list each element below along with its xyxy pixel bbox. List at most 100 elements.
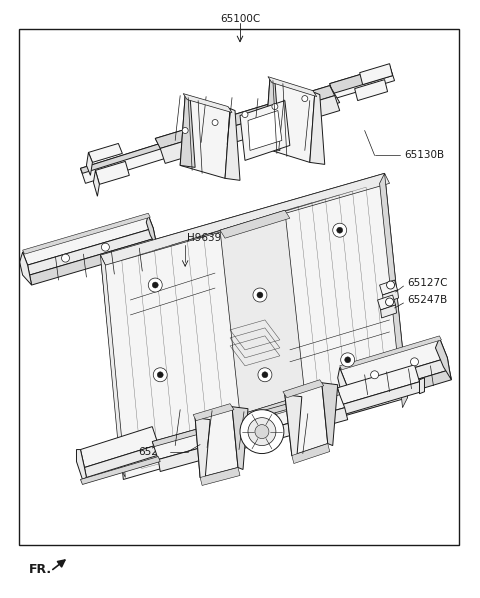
Polygon shape — [378, 295, 396, 310]
Polygon shape — [180, 96, 195, 167]
Text: 65200: 65200 — [138, 447, 171, 456]
Text: FR.: FR. — [29, 563, 52, 576]
Polygon shape — [84, 444, 160, 477]
Polygon shape — [283, 380, 324, 398]
Circle shape — [157, 372, 163, 378]
Circle shape — [153, 368, 167, 382]
Polygon shape — [225, 109, 240, 181]
Circle shape — [257, 292, 263, 298]
Polygon shape — [23, 213, 150, 254]
Circle shape — [242, 112, 248, 118]
Polygon shape — [96, 161, 129, 184]
Polygon shape — [330, 66, 393, 94]
Circle shape — [255, 425, 269, 438]
Polygon shape — [342, 382, 421, 414]
Polygon shape — [86, 152, 93, 175]
Polygon shape — [220, 210, 290, 238]
Circle shape — [258, 368, 272, 382]
Circle shape — [152, 282, 158, 288]
Text: 65127C: 65127C — [408, 278, 448, 288]
Polygon shape — [348, 358, 449, 399]
Polygon shape — [420, 378, 424, 393]
Polygon shape — [158, 408, 348, 471]
Polygon shape — [435, 338, 451, 380]
Polygon shape — [240, 395, 308, 425]
Circle shape — [333, 223, 347, 237]
Polygon shape — [100, 173, 390, 265]
Polygon shape — [380, 280, 397, 295]
Circle shape — [341, 353, 355, 367]
Polygon shape — [155, 86, 335, 148]
Polygon shape — [322, 383, 338, 446]
Polygon shape — [152, 390, 345, 459]
Polygon shape — [81, 144, 165, 184]
Circle shape — [262, 372, 268, 378]
Circle shape — [345, 357, 351, 363]
Polygon shape — [193, 404, 234, 420]
Polygon shape — [195, 417, 210, 480]
Polygon shape — [195, 407, 238, 477]
Polygon shape — [94, 170, 99, 196]
Polygon shape — [100, 255, 125, 477]
Polygon shape — [88, 144, 122, 163]
Circle shape — [410, 358, 419, 366]
Polygon shape — [360, 63, 393, 85]
Polygon shape — [220, 210, 305, 414]
Polygon shape — [81, 426, 158, 468]
Polygon shape — [20, 252, 32, 285]
Polygon shape — [81, 144, 162, 173]
Circle shape — [148, 278, 162, 292]
Polygon shape — [30, 238, 157, 285]
Polygon shape — [152, 390, 340, 447]
Polygon shape — [232, 407, 248, 469]
Circle shape — [182, 127, 188, 133]
Polygon shape — [380, 173, 408, 408]
Polygon shape — [265, 79, 280, 151]
Polygon shape — [160, 96, 340, 163]
Bar — [19, 29, 459, 545]
Circle shape — [101, 243, 109, 251]
Polygon shape — [330, 66, 395, 99]
Circle shape — [272, 103, 278, 109]
Polygon shape — [285, 383, 328, 456]
Polygon shape — [381, 305, 396, 318]
Polygon shape — [81, 456, 160, 484]
Polygon shape — [76, 450, 86, 480]
Text: 65100C: 65100C — [220, 14, 260, 24]
Polygon shape — [183, 94, 232, 112]
Circle shape — [212, 120, 218, 126]
Polygon shape — [340, 336, 442, 370]
Polygon shape — [248, 111, 282, 151]
Text: 65247B: 65247B — [408, 295, 448, 305]
Polygon shape — [146, 215, 157, 248]
Polygon shape — [350, 370, 451, 410]
Polygon shape — [338, 368, 352, 410]
Circle shape — [302, 96, 308, 102]
Polygon shape — [285, 395, 302, 457]
Text: H96390: H96390 — [187, 233, 228, 243]
Circle shape — [61, 254, 70, 262]
Polygon shape — [355, 80, 387, 100]
Polygon shape — [292, 444, 330, 463]
Circle shape — [386, 281, 395, 289]
Polygon shape — [240, 100, 290, 160]
Text: 65130B: 65130B — [405, 151, 444, 160]
Polygon shape — [338, 365, 420, 405]
Polygon shape — [100, 173, 408, 480]
Circle shape — [253, 288, 267, 302]
Polygon shape — [23, 215, 153, 265]
Circle shape — [336, 227, 343, 233]
Circle shape — [385, 298, 394, 306]
Polygon shape — [383, 290, 398, 303]
Polygon shape — [200, 468, 240, 486]
Polygon shape — [340, 338, 447, 388]
Polygon shape — [265, 79, 315, 163]
Circle shape — [240, 410, 284, 453]
Circle shape — [371, 371, 379, 379]
Polygon shape — [28, 228, 155, 275]
Polygon shape — [155, 86, 340, 157]
Polygon shape — [180, 96, 230, 178]
Circle shape — [248, 417, 276, 446]
Polygon shape — [310, 93, 325, 164]
Polygon shape — [268, 77, 317, 97]
